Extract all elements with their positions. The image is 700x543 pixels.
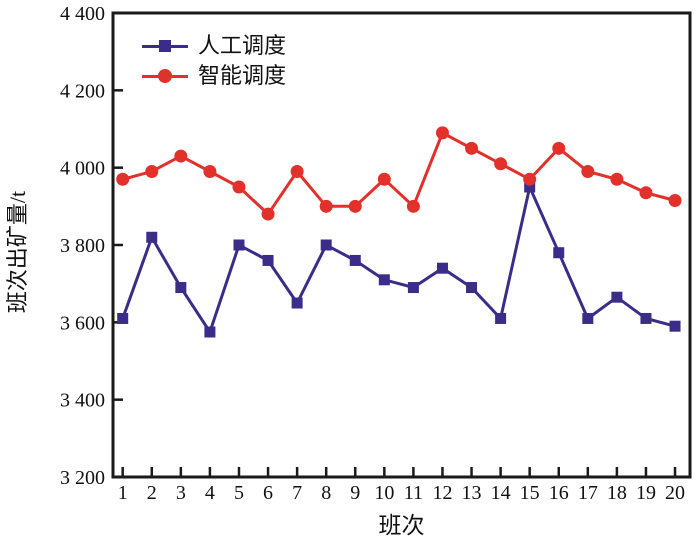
- x-tick-label: 12: [432, 482, 452, 504]
- y-tick-label: 3 400: [60, 390, 105, 412]
- y-tick-label: 4 200: [60, 80, 105, 102]
- data-point-square: [262, 254, 274, 266]
- y-tick-label: 3 600: [60, 312, 105, 334]
- data-point-circle: [377, 172, 391, 186]
- data-point-square: [669, 320, 681, 332]
- data-point-circle: [261, 207, 275, 221]
- data-point-square: [291, 297, 303, 309]
- data-point-square: [349, 254, 361, 266]
- data-point-square: [204, 326, 216, 338]
- x-tick-label: 14: [491, 482, 511, 504]
- data-point-square: [233, 239, 245, 251]
- legend-item-manual: 人工调度: [142, 31, 286, 61]
- x-tick-label: 3: [176, 482, 186, 504]
- legend-swatch-manual: [142, 38, 188, 54]
- x-tick-label: 2: [147, 482, 157, 504]
- x-tick-label: 20: [665, 482, 685, 504]
- legend-marker-square-icon: [159, 40, 171, 52]
- x-tick-label: 9: [350, 482, 360, 504]
- x-axis-title: 班次: [378, 513, 425, 538]
- x-tick-label: 4: [205, 482, 215, 504]
- data-point-circle: [290, 165, 304, 179]
- data-point-square: [146, 231, 158, 243]
- data-point-circle: [116, 172, 130, 186]
- data-point-square: [407, 282, 419, 294]
- x-tick-label: 10: [374, 482, 394, 504]
- legend-label-manual: 人工调度: [198, 33, 287, 58]
- data-point-square: [117, 312, 129, 324]
- data-point-circle: [348, 199, 362, 213]
- y-axis-title: 班次出矿量/t: [5, 190, 30, 314]
- data-point-square: [611, 291, 623, 303]
- data-point-circle: [232, 180, 246, 194]
- x-tick-label: 7: [292, 482, 302, 504]
- data-point-circle: [610, 172, 624, 186]
- data-point-square: [524, 181, 536, 193]
- data-point-circle: [465, 141, 479, 155]
- series-smart: [116, 126, 682, 221]
- data-point-circle: [494, 157, 508, 171]
- x-tick-label: 13: [462, 482, 482, 504]
- y-tick-label: 4 000: [60, 158, 105, 180]
- data-point-circle: [174, 149, 188, 163]
- series-manual: [117, 181, 681, 338]
- data-point-square: [640, 312, 652, 324]
- x-tick-label: 8: [321, 482, 331, 504]
- y-tick-label: 4 400: [60, 3, 105, 25]
- plot-frame: [111, 11, 692, 479]
- x-tick-label: 5: [234, 482, 244, 504]
- legend-swatch-smart: [142, 68, 188, 84]
- x-tick-label: 15: [520, 482, 540, 504]
- data-point-circle: [435, 126, 449, 140]
- data-point-circle: [523, 172, 537, 186]
- data-point-circle: [406, 199, 420, 213]
- data-point-square: [495, 312, 507, 324]
- data-point-square: [175, 282, 187, 294]
- x-tick-label: 19: [636, 482, 656, 504]
- series-line: [121, 182, 676, 336]
- x-tick-label: 18: [607, 482, 627, 504]
- data-point-square: [582, 312, 594, 324]
- data-point-square: [378, 274, 390, 286]
- legend-item-smart: 智能调度: [142, 61, 286, 91]
- data-point-circle: [552, 141, 566, 155]
- legend-label-smart: 智能调度: [198, 63, 287, 88]
- legend: 人工调度 智能调度: [142, 31, 286, 91]
- x-tick-label: 1: [118, 482, 128, 504]
- data-point-circle: [145, 165, 159, 179]
- y-tick-label: 3 200: [60, 467, 105, 489]
- data-point-square: [320, 239, 332, 251]
- x-tick-label: 17: [578, 482, 598, 504]
- data-point-square: [553, 247, 565, 259]
- data-point-circle: [319, 199, 333, 213]
- data-point-square: [466, 282, 478, 294]
- data-point-circle: [203, 165, 217, 179]
- data-point-square: [436, 262, 448, 274]
- y-tick-label: 3 800: [60, 235, 105, 257]
- x-tick-label: 16: [549, 482, 569, 504]
- data-point-circle: [581, 165, 595, 179]
- data-point-circle: [668, 194, 682, 208]
- data-point-circle: [639, 186, 653, 200]
- x-tick-label: 6: [263, 482, 273, 504]
- legend-marker-circle-icon: [158, 69, 172, 83]
- x-tick-label: 11: [404, 482, 423, 504]
